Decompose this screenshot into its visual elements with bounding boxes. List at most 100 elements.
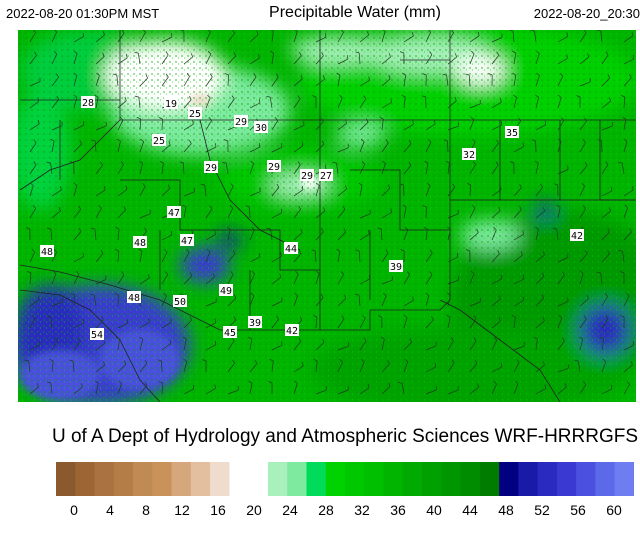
pw-value-label: 25 [152,134,166,147]
colorbar-swatch [171,462,192,496]
valid-time-local: 2022-08-20 01:30PM MST [6,6,160,21]
pw-value-text: 54 [91,330,103,341]
colorbar-swatch [190,462,211,496]
colorbar-swatch [556,462,577,496]
colorbar-swatch [614,462,634,496]
pw-value-text: 45 [224,328,236,339]
pw-value-text: 29 [235,117,247,128]
colorbar-tick-label: 8 [142,502,150,518]
colorbar-tick-label: 60 [606,502,622,518]
pw-value-label: 29 [300,169,314,182]
colorbar-swatch [133,462,153,496]
pw-value-label: 42 [570,229,584,242]
pw-value-label: 48 [40,245,54,258]
colorbar-swatch [479,462,500,496]
colorbar-tick-label: 24 [282,502,298,518]
pw-value-label: 50 [173,295,187,308]
pw-value-text: 48 [134,238,146,249]
pw-value-text: 47 [181,236,193,247]
colorbar-swatch [248,462,269,496]
pw-value-labels: 28 19 25 29 30 35 25 32 29 29 29 27 47 42 48 47 44 48 39 49… [40,96,584,341]
precipitable-water-map: 28 19 25 29 30 35 25 32 29 29 29 27 47 42 48 47 44 48 39 49… [18,30,636,402]
colorbar-swatch [75,462,96,496]
colorbar-swatch [441,462,462,496]
pw-value-label: 47 [167,206,181,219]
pw-value-text: 48 [41,247,53,258]
pw-value-label: 27 [319,169,333,182]
colorbar-swatch [210,462,230,496]
pw-value-text: 49 [220,286,232,297]
colorbar-tick-label: 48 [498,502,514,518]
pw-value-label: 47 [180,234,194,247]
colorbar-tick-label: 40 [426,502,442,518]
pw-value-text: 25 [189,109,201,120]
pw-value-label: 54 [90,328,104,341]
colorbar-swatch [56,462,76,496]
pw-value-text: 35 [506,128,518,139]
colorbar-tick-label: 56 [570,502,586,518]
colorbar-tick-label: 28 [318,502,334,518]
colorbar-swatch [383,462,404,496]
colorbar-swatch [325,462,346,496]
colorbar-tick-label: 4 [106,502,114,518]
pw-value-text: 30 [255,123,267,134]
colorbar-swatch [364,462,385,496]
pw-value-label: 44 [284,242,298,255]
colorbar-swatch [402,462,423,496]
colorbar-swatch [306,462,327,496]
pw-value-text: 44 [285,244,297,255]
credit-line: U of A Dept of Hydrology and Atmospheric… [51,426,639,447]
colorbar-swatch [113,462,134,496]
colorbar-tick-label: 52 [534,502,550,518]
pw-value-label: 32 [462,148,476,161]
colorbar-swatch [595,462,616,496]
pw-value-text: 32 [463,150,475,161]
pw-value-label: 42 [285,324,299,337]
colorbar-tick-label: 20 [246,502,262,518]
pw-value-label: 25 [188,107,202,120]
pw-value-label: 39 [389,260,403,273]
colorbar-swatch [576,462,596,496]
pw-value-label: 48 [133,236,147,249]
colorbar-swatch [518,462,539,496]
pw-value-text: 27 [320,171,332,182]
pw-value-label: 30 [254,121,268,134]
colorbar-tick-label: 16 [210,502,226,518]
pw-value-label: 19 [164,97,178,110]
pw-value-text: 29 [301,171,313,182]
colorbar-swatch [499,462,519,496]
pw-value-text: 39 [249,318,261,329]
pw-value-text: 50 [174,297,186,308]
pw-value-text: 47 [168,208,180,219]
colorbar-swatch [94,462,115,496]
pw-value-text: 42 [286,326,298,337]
valid-time-utc: 2022-08-20_20:30 [533,6,640,21]
pw-value-text: 48 [128,293,140,304]
pw-value-text: 19 [165,99,177,110]
pw-value-text: 29 [205,163,217,174]
pw-value-label: 45 [223,326,237,339]
colorbar-swatch [267,462,288,496]
map-title: Precipitable Water (mm) [269,4,441,21]
pw-value-label: 48 [127,291,141,304]
colorbar-tick-label: 44 [462,502,478,518]
pw-value-label: 29 [234,115,248,128]
colorbar-tick-label: 32 [354,502,370,518]
colorbar-swatch [287,462,307,496]
pw-value-label: 39 [248,316,262,329]
pw-value-label: 29 [204,161,218,174]
wind-barbs [24,30,635,395]
pw-value-label: 35 [505,126,519,139]
pw-value-label: 28 [81,96,95,109]
pw-value-text: 39 [390,262,402,273]
pw-value-text: 25 [153,136,165,147]
colorbar-tick-label: 0 [70,502,78,518]
pw-value-text: 29 [268,162,280,173]
colorbar-tick-label: 36 [390,502,406,518]
colorbar-swatch [152,462,173,496]
colorbar-swatch [422,462,442,496]
pw-value-label: 29 [267,160,281,173]
colorbar-swatch [229,462,250,496]
colorbar-swatch [345,462,365,496]
pw-value-text: 28 [82,98,94,109]
